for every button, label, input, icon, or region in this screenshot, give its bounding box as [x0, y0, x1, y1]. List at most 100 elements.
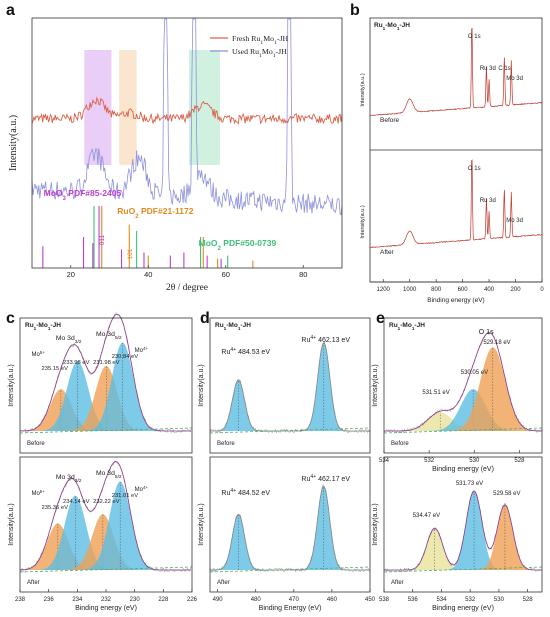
label-span: Ru: [215, 322, 224, 329]
survey-axes-frame: [369, 17, 543, 283]
label-span: -JH: [414, 322, 425, 329]
label-span: Ru: [301, 337, 310, 344]
mo3d-component-0-3: [20, 342, 192, 431]
panel-letter-c: c: [6, 310, 15, 327]
survey-x-tick-label: 0: [540, 287, 544, 293]
label-span: Ru: [25, 322, 34, 329]
xrd-axes-frame: [31, 17, 343, 269]
o1s-envelope-line: [384, 332, 542, 432]
ru3p-x-tick-label: 460: [327, 597, 338, 603]
label-span: 1: [260, 40, 263, 46]
ru3p-label-peak1: Ru4+ 484.52 eV: [221, 488, 270, 497]
label-span: -Mo: [36, 322, 48, 329]
survey-peak-label-o1s: O 1s: [468, 34, 481, 40]
label-span: Mo: [135, 348, 144, 354]
survey-peak-label-mo3d: Mo 3d: [506, 218, 523, 224]
o1s-y-axis-label: Intensity(a.u.): [372, 503, 379, 545]
ru3p-component-1-1: [210, 486, 370, 570]
mo3d-x-tick-label: 232: [101, 597, 112, 603]
label-span: Mo: [31, 491, 40, 497]
mo3d-label-3d52: Mo 3d5/2: [96, 470, 122, 480]
label-span: -JH: [240, 322, 251, 329]
label-span: 5/2: [115, 474, 122, 480]
o1s-x-tick-label: 530: [494, 597, 505, 603]
panel-letter-e: e: [376, 310, 385, 327]
mo3d-ev-label: 234.14 eV: [63, 499, 90, 505]
survey-peak-label-mo3d: Mo 3d: [506, 76, 523, 82]
mo3d-label-mo4: Mo4+: [135, 346, 149, 355]
survey-subplot-label-before: Before: [380, 117, 400, 124]
xrd-highlight-band-moo2: [188, 50, 220, 165]
label-span: 5/2: [115, 335, 122, 341]
label-span: 1: [34, 326, 37, 331]
hkl-label-011: 011: [99, 234, 106, 245]
label-span: 1: [224, 326, 227, 331]
xrd-x-tick-label: 40: [144, 270, 152, 279]
mo3d-y-axis-label: Intensity(a.u.): [8, 364, 15, 406]
label-span: 462.13 eV: [316, 337, 350, 344]
label-span: PDF#50-0739: [221, 238, 277, 248]
ru3p-x-tick-label: 480: [251, 597, 262, 603]
o1s-x-axis-label: Binding energy (eV): [432, 605, 494, 612]
label-span: 4+: [310, 474, 316, 480]
label-span: Ru: [117, 206, 128, 216]
ru3p-label-peak2: Ru4+ 462.13 eV: [301, 335, 350, 344]
ru3p-subplot-label-before: Before: [217, 441, 235, 447]
o1s-x-tick-label: 536: [408, 597, 419, 603]
survey-line-before: [369, 27, 543, 117]
label-span: 462.17 eV: [316, 476, 350, 483]
survey-subplot-label-after: After: [380, 249, 395, 256]
mo3d-x-tick-label: 228: [158, 597, 169, 603]
label-span: Mo: [56, 474, 67, 481]
label-span: 2: [135, 213, 139, 220]
xrd-highlight-band-moo3: [84, 50, 112, 165]
o1s-envelope-line: [384, 490, 542, 571]
o1s-title: Ru1-Mo1-JH: [389, 322, 425, 331]
mo3d-ev-label: 233.98 eV: [63, 360, 90, 366]
o1s-x-tick-label: 528: [523, 597, 534, 603]
label-span: 5+: [40, 489, 45, 494]
survey-line-after: [369, 159, 543, 249]
label-span: 4+: [310, 335, 316, 341]
series-fresh-line: [31, 96, 343, 125]
mo3d-label-mo4: Mo4+: [135, 485, 149, 494]
label-span: -JH: [399, 22, 410, 29]
label-span: 5+: [40, 350, 45, 355]
survey-peak-label-o1s: O 1s: [468, 166, 481, 172]
label-span: -Mo: [226, 322, 238, 329]
label-span: O: [56, 188, 63, 198]
label-span: 1: [238, 326, 241, 331]
label-span: Mo: [262, 47, 273, 56]
ru3p-subplot-label-after: After: [217, 580, 230, 586]
label-span: Fresh Ru: [232, 34, 260, 43]
label-span: Mo: [96, 331, 107, 338]
ru3p-x-tick-label: 470: [289, 597, 300, 603]
o1s-x-tick-label: 530: [469, 458, 480, 464]
survey-x-tick-label: 200: [511, 287, 522, 293]
label-span: Ru: [221, 490, 230, 497]
mo3d-label-3d52: Mo 3d5/2: [96, 331, 122, 341]
label-span: Mo: [263, 34, 274, 43]
ru3p-background-line: [209, 566, 371, 573]
label-span: O: [129, 206, 136, 216]
panel-letter-b: b: [350, 2, 360, 19]
survey-y-axis-label: Intensity(a.u.): [360, 205, 366, 238]
label-span: 484.52 eV: [236, 490, 270, 497]
label-span: PDF#85-2405: [66, 188, 122, 198]
mo3d-label-mo5: Mo5+: [31, 489, 45, 498]
ru3p-axes-frame-before: [209, 317, 371, 454]
mo3d-subplot-label-after: After: [27, 580, 40, 586]
ru3p-label-peak1: Ru4+ 484.53 eV: [221, 347, 270, 356]
label-span: 1: [273, 53, 276, 59]
label-span: -JH: [277, 34, 289, 43]
survey-x-tick-label: 400: [484, 287, 495, 293]
mo3d-ev-label: 231.98 eV: [93, 360, 120, 366]
mo3d-x-tick-label: 230: [130, 597, 141, 603]
mo3d-component-1-3: [20, 481, 192, 570]
label-span: 1: [397, 26, 400, 31]
o1s-y-axis-label: Intensity(a.u.): [372, 364, 379, 406]
survey-x-tick-label: 1200: [377, 287, 391, 293]
mo3d-title: Ru1-Mo1-JH: [25, 322, 61, 331]
o1s-ev-label: 534.47 eV: [413, 513, 440, 519]
ref-label-ruo2: RuO2 PDF#21-1172: [117, 206, 193, 220]
